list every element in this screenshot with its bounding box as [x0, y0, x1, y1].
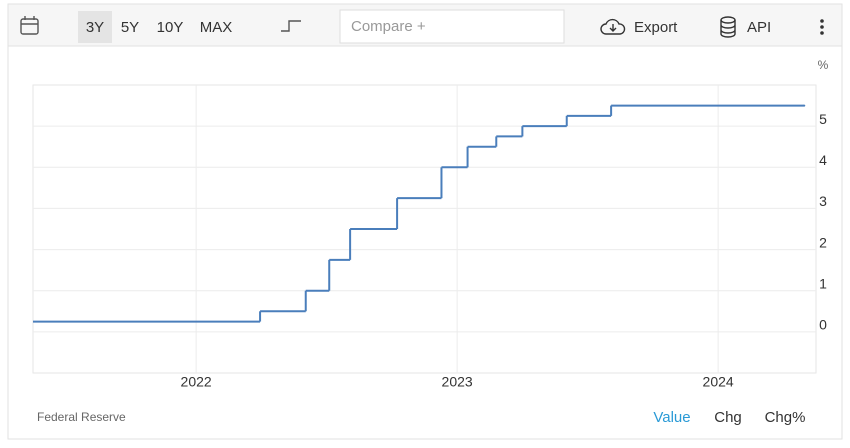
range-button[interactable]: MAX: [200, 19, 233, 36]
x-tick-label: 2024: [703, 374, 734, 390]
y-unit: %: [818, 58, 829, 72]
mode-button[interactable]: Value: [653, 409, 690, 426]
y-tick-label: 3: [819, 193, 827, 209]
y-tick-label: 1: [819, 275, 827, 291]
api-button[interactable]: API: [747, 19, 771, 36]
x-tick-label: 2023: [442, 374, 473, 390]
range-selected: [78, 11, 112, 43]
compare-input[interactable]: [339, 9, 565, 44]
end-point: [803, 104, 806, 107]
mode-button[interactable]: Chg: [714, 409, 742, 426]
y-tick-label: 0: [819, 317, 827, 333]
y-tick-label: 2: [819, 234, 827, 250]
export-button[interactable]: Export: [634, 19, 678, 36]
mode-button[interactable]: Chg%: [765, 409, 806, 426]
range-button[interactable]: 3Y: [86, 19, 104, 36]
export-icon[interactable]: [600, 18, 626, 35]
step-icon[interactable]: [281, 20, 301, 32]
range-button[interactable]: 10Y: [157, 19, 184, 36]
plot-frame: [32, 84, 817, 374]
range-button[interactable]: 5Y: [121, 19, 139, 36]
y-tick-label: 5: [819, 111, 827, 127]
y-tick-label: 4: [819, 152, 827, 168]
compare-placeholder: Compare +: [351, 18, 426, 35]
x-tick-label: 2022: [181, 374, 212, 390]
calendar-icon[interactable]: [20, 16, 39, 35]
menu-icon[interactable]: [820, 19, 824, 35]
source: Federal Reserve: [37, 410, 126, 424]
api-icon[interactable]: [720, 16, 736, 38]
